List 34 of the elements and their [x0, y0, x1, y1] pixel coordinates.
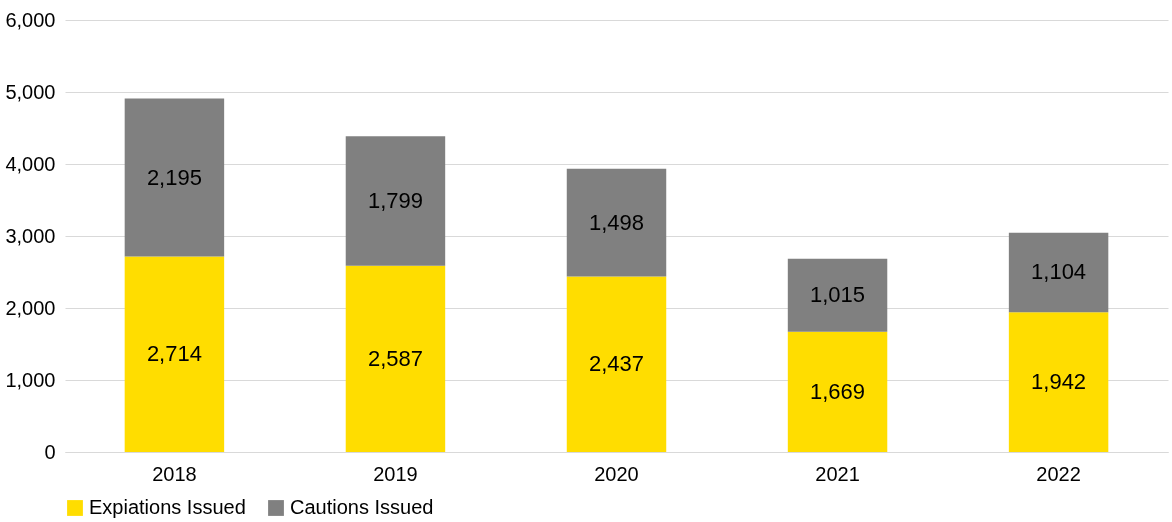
x-tick-label: 2020: [594, 462, 639, 485]
y-tick-label: 5,000: [5, 80, 56, 103]
data-label: 2,587: [367, 345, 423, 371]
data-label: 1,015: [810, 282, 866, 308]
bar: [345, 136, 446, 266]
bar: [566, 168, 667, 277]
data-label: 1,799: [367, 187, 423, 213]
y-tick-label: 6,000: [5, 8, 56, 31]
x-tick-label: 2021: [815, 462, 860, 485]
y-tick-label: 4,000: [5, 152, 56, 175]
x-tick-label: 2019: [373, 462, 418, 485]
data-label: 1,498: [588, 209, 645, 235]
bar: [1008, 232, 1109, 313]
y-tick-label: 0: [44, 440, 56, 463]
data-label: 1,942: [1031, 369, 1087, 395]
y-tick-label: 2,000: [5, 296, 56, 319]
legend-label: Expiations Issued: [89, 496, 246, 518]
bar: [1008, 312, 1109, 452]
bar: [345, 265, 446, 452]
x-tick-label: 2022: [1036, 462, 1081, 485]
data-label: 2,195: [146, 164, 202, 190]
bar: [787, 331, 888, 452]
y-tick-label: 3,000: [5, 224, 56, 247]
bar: [787, 258, 888, 332]
bar: [566, 276, 667, 452]
x-tick-label: 2018: [152, 462, 197, 485]
bar: [124, 256, 225, 452]
data-label: 2,437: [588, 351, 645, 377]
data-label: 2,714: [146, 341, 202, 367]
data-label: 1,669: [810, 378, 866, 404]
bar: [124, 98, 225, 257]
y-tick-label: 1,000: [5, 368, 56, 391]
data-label: 1,104: [1031, 259, 1087, 285]
legend-label: Cautions Issued: [290, 496, 434, 518]
